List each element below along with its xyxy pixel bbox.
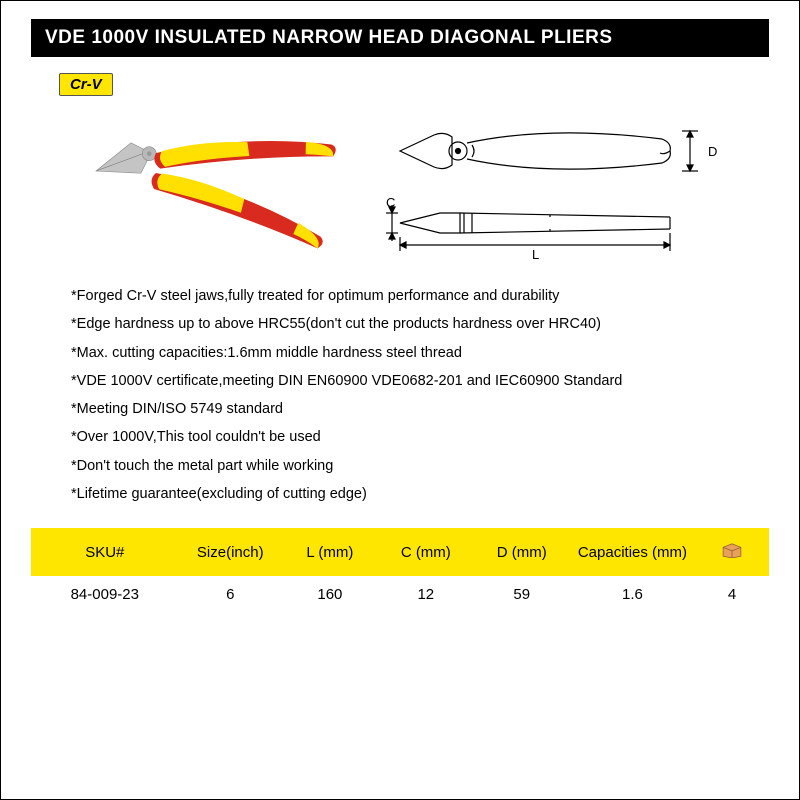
table-cell: 12 — [378, 576, 474, 613]
table-cell: 59 — [474, 576, 570, 613]
table-cell: 1.6 — [570, 576, 695, 613]
table-cell: 6 — [179, 576, 282, 613]
table-col-header: SKU# — [31, 528, 179, 576]
table-cell: 4 — [695, 576, 769, 613]
dim-c-label: C — [386, 195, 395, 210]
table-row: 84-009-23616012591.64 — [31, 576, 769, 613]
table-cell: 160 — [282, 576, 378, 613]
table-col-header: D (mm) — [474, 528, 570, 576]
feature-line: *Lifetime guarantee(excluding of cutting… — [71, 480, 729, 508]
feature-line: *Over 1000V,This tool couldn't be used — [71, 423, 729, 451]
feature-line: *Don't touch the metal part while workin… — [71, 452, 729, 480]
feature-line: *Edge hardness up to above HRC55(don't c… — [71, 310, 729, 338]
feature-list: *Forged Cr-V steel jaws,fully treated fo… — [71, 282, 729, 508]
technical-diagram: D — [380, 111, 740, 261]
page-title: VDE 1000V INSULATED NARROW HEAD DIAGONAL… — [31, 19, 769, 57]
table-col-header: Size(inch) — [179, 528, 282, 576]
product-photo — [61, 111, 361, 261]
feature-line: *VDE 1000V certificate,meeting DIN EN609… — [71, 367, 729, 395]
feature-line: *Meeting DIN/ISO 5749 standard — [71, 395, 729, 423]
table-col-header: Capacities (mm) — [570, 528, 695, 576]
crv-badge: Cr-V — [59, 73, 113, 96]
dim-l-label: L — [532, 247, 539, 261]
box-icon — [721, 542, 743, 558]
table-col-header — [695, 528, 769, 576]
feature-line: *Max. cutting capacities:1.6mm middle ha… — [71, 339, 729, 367]
feature-line: *Forged Cr-V steel jaws,fully treated fo… — [71, 282, 729, 310]
table-cell: 84-009-23 — [31, 576, 179, 613]
table-header-row: SKU#Size(inch)L (mm)C (mm)D (mm)Capaciti… — [31, 528, 769, 576]
table-col-header: C (mm) — [378, 528, 474, 576]
table-body: 84-009-23616012591.64 — [31, 576, 769, 613]
image-row: D — [51, 106, 749, 266]
spec-table: SKU#Size(inch)L (mm)C (mm)D (mm)Capaciti… — [31, 528, 769, 613]
table-col-header: L (mm) — [282, 528, 378, 576]
product-sheet: VDE 1000V INSULATED NARROW HEAD DIAGONAL… — [0, 0, 800, 800]
dim-d-label: D — [708, 144, 717, 159]
